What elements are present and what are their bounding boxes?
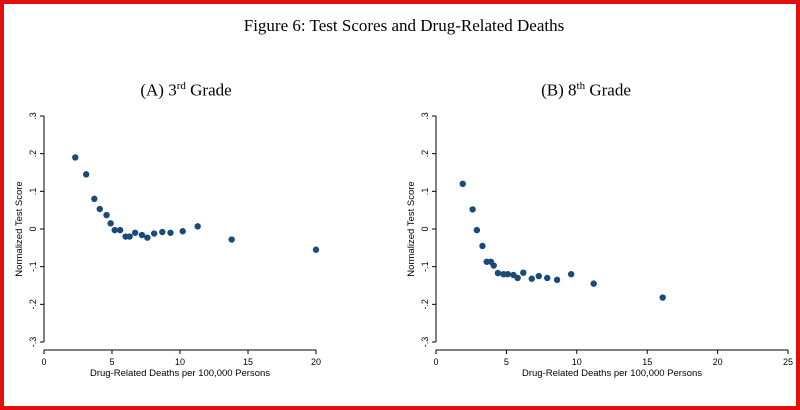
panel-a-title-sup: rd <box>176 80 186 92</box>
panel-b-y-tick-label: -.2 <box>420 299 430 310</box>
panel-b-x-tick-label: 20 <box>713 357 723 367</box>
panel-b-y-tick-label: 0 <box>420 226 430 231</box>
panel-a-y-tick-label: .3 <box>28 112 38 120</box>
panel-b-data-point <box>479 242 486 250</box>
panel-a-data-point <box>91 195 98 203</box>
panel-b-data-point <box>490 262 497 269</box>
panel-a-data-point <box>96 205 103 213</box>
panel-b-title-sup: th <box>576 80 586 92</box>
panel-b-data-point <box>528 275 535 282</box>
panel-b-x-axis-label: Drug-Related Deaths per 100,000 Persons <box>522 368 702 379</box>
panel-a-y-tick-label: .2 <box>28 150 38 158</box>
panel-a-data-point <box>312 246 320 253</box>
panel-a-title: (A) 3rd Grade <box>0 80 376 101</box>
panel-a-x-tick-label: 5 <box>109 357 114 367</box>
figure-title: Figure 6: Test Scores and Drug-Related D… <box>243 16 565 35</box>
panel-a-data-point <box>111 226 118 234</box>
panel-b-data-point <box>504 271 512 278</box>
panel-b-y-tick-label: .1 <box>420 188 430 196</box>
panel-a-y-tick-label: .1 <box>28 188 38 196</box>
panel-b-title-prefix: (B) 8 <box>541 80 577 100</box>
panel-b-data-point <box>659 294 666 301</box>
charts-canvas: -.3 -.2 -.1 0 .1 .2 .3 0 5 10 15 20 Drug-Related Dea… <box>14 112 793 379</box>
panel-b-x-tick-label: 25 <box>783 357 793 367</box>
panel-a-data-point <box>72 154 79 161</box>
panel-b-x-tick-label: 0 <box>433 357 438 367</box>
panel-b-title: (B) 8th Grade <box>396 80 776 101</box>
panel-a-y-tick-label: 0 <box>28 226 38 231</box>
panel-b-data-point <box>459 180 466 187</box>
panel-a-x-tick-label: 20 <box>311 357 321 367</box>
panel-a-y-tick-label: -.3 <box>28 337 38 348</box>
panel-a-x-tick-label: 0 <box>41 357 46 367</box>
panel-b-data-point <box>544 274 551 282</box>
panel-a-data-point <box>159 228 166 236</box>
panel-b-data-point <box>535 272 542 280</box>
panel-a-data-point <box>82 171 90 178</box>
panel-b-data-point <box>590 280 597 287</box>
panel-a-data-point <box>126 233 133 240</box>
panel-b-x-tick-label: 5 <box>504 357 509 367</box>
panel-a-data-point <box>179 228 186 235</box>
panel-b-y-tick-label: .3 <box>420 112 430 120</box>
panel-a-x-tick-label: 15 <box>243 357 253 367</box>
panel-b-data-point <box>567 271 575 278</box>
panel-a-y-axis-label: Normalized Test Score <box>14 181 25 276</box>
panel-a-data-point <box>107 220 114 227</box>
panel-b-x-tick-label: 10 <box>572 357 582 367</box>
panel-a-data-point <box>150 230 158 237</box>
panel-a-y-tick-label: -.1 <box>28 261 38 272</box>
panel-b-y-tick-label: -.3 <box>420 337 430 348</box>
panel-a-y-tick-label: -.2 <box>28 299 38 310</box>
panel-a-data-point <box>131 229 139 236</box>
panel-b-data-point <box>514 274 521 282</box>
panel-a-title-prefix: (A) 3 <box>140 80 177 100</box>
panel-a-data-point <box>228 236 235 243</box>
panel-b-data-point <box>553 276 561 284</box>
panel-b-data-point <box>473 226 481 234</box>
panel-b-data-point <box>494 269 502 277</box>
panel-b-data-point <box>520 269 527 276</box>
panel-a-data-point <box>167 229 174 236</box>
panel-b-title-suffix: Grade <box>585 80 631 100</box>
panel-a-data-point <box>144 234 151 241</box>
panel-b-x-tick-label: 15 <box>642 357 652 367</box>
panel-a-data-point <box>194 223 201 230</box>
panel-b-y-tick-label: -.1 <box>420 261 430 272</box>
panel-a-x-tick-label: 10 <box>175 357 185 367</box>
panel-a-title-suffix: Grade <box>185 80 232 100</box>
panel-a-data-point <box>116 226 124 234</box>
panel-b-data-point <box>469 206 476 213</box>
panel-b-y-tick-label: .2 <box>420 150 430 158</box>
panel-b-y-axis-label: Normalized Test Score <box>406 181 417 276</box>
panel-a-data-point <box>103 211 110 219</box>
panel-a-x-axis-label: Drug-Related Deaths per 100,000 Persons <box>90 368 270 379</box>
panel-a-data-point <box>138 231 146 239</box>
